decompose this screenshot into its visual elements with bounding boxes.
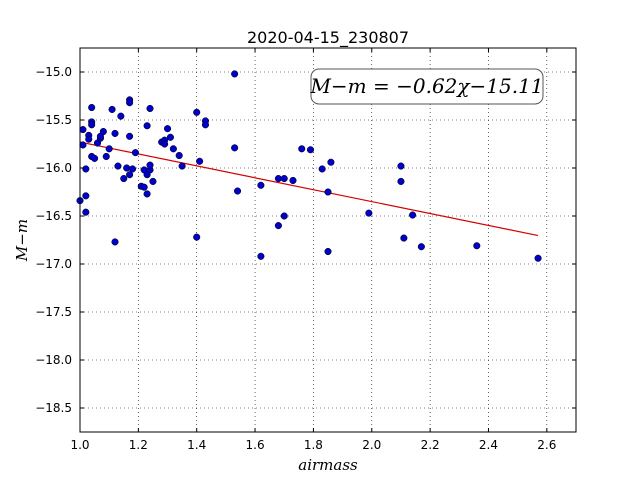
data-point [324,188,332,196]
data-point [123,164,131,172]
data-point [117,112,125,120]
data-point [111,238,119,246]
data-point [327,158,335,166]
data-point [231,70,239,78]
data-point [257,252,265,260]
data-point [178,162,186,170]
y-tick-label: −17.5 [35,305,72,319]
y-axis-label: M−m [13,219,31,262]
data-point [324,247,332,256]
data-point [234,187,242,195]
x-axis-label: airmass [298,456,358,474]
x-tick-label: 1.8 [304,438,323,452]
x-tick-label: 1.4 [187,438,206,452]
chart-title: 2020-04-15_230807 [247,28,409,48]
data-point [397,162,405,170]
x-tick-label: 1.2 [129,438,148,452]
data-point [131,149,139,157]
fit-layer [79,141,539,237]
fit-annotation-text: M−m = −0.62χ−15.11 [309,74,543,98]
data-point [79,141,87,149]
y-tick-label: −18.0 [35,353,72,367]
data-point [126,99,134,107]
fit-line [79,141,539,237]
data-point [400,234,408,242]
data-point [257,181,265,189]
data-point [128,165,137,173]
data-point [409,211,417,219]
data-point [91,154,99,162]
data-point [99,127,107,136]
y-tick-label: −15.0 [35,65,72,79]
data-point [114,162,122,170]
data-point [161,140,169,148]
data-point [85,135,93,143]
data-point [82,165,90,173]
data-point [298,145,306,153]
data-point [534,254,542,262]
data-point [120,175,128,183]
data-point [88,103,96,112]
x-tick-label: 1.0 [70,438,89,452]
plot-frame [79,47,577,433]
data-point [318,165,326,173]
x-tick-label: 2.0 [362,438,381,452]
data-point [196,157,204,165]
data-point [140,183,148,191]
data-point [126,132,134,140]
data-point [175,151,183,160]
y-tick-label: −18.5 [35,401,72,415]
data-point [79,126,87,134]
data-point [105,145,113,153]
data-point [143,190,151,198]
data-point [82,192,90,200]
data-point [365,209,373,217]
data-point [280,212,288,220]
data-point [193,233,201,241]
data-point [417,243,425,251]
data-point [149,177,157,185]
data-point [289,176,297,185]
data-point [82,208,90,216]
data-point [306,146,315,154]
data-point [169,145,177,153]
y-tick-label: −15.5 [35,113,72,127]
data-point [274,222,282,230]
data-point [111,129,119,137]
ticks: 1.0 1.2 1.4 1.6 1.8 2.0 2.2 2.4 2.6 −15.0 −15.5 −16… [35,48,576,452]
data-point [146,104,154,113]
x-tick-label: 2.4 [479,438,498,452]
data-point [166,133,174,141]
x-tick-label: 1.6 [246,438,265,452]
data-point [143,122,151,130]
points-layer [76,70,542,262]
data-point [280,175,288,183]
fit-annotation: M−m = −0.62χ−15.11 [309,68,544,105]
data-point [231,144,239,152]
data-point [88,121,96,129]
y-tick-label: −17.0 [35,257,72,271]
fit-annotation-box [310,68,544,105]
y-tick-label: −16.0 [35,161,72,175]
data-point [201,121,210,129]
x-tick-label: 2.6 [537,438,556,452]
data-point [102,152,110,161]
data-point [397,177,405,185]
data-point [473,242,481,250]
data-point [163,125,172,133]
data-point [126,171,134,179]
x-tick-label: 2.2 [421,438,440,452]
data-point [108,105,116,113]
data-point [193,108,201,116]
data-point [146,161,154,169]
y-tick-label: −16.5 [35,209,72,223]
